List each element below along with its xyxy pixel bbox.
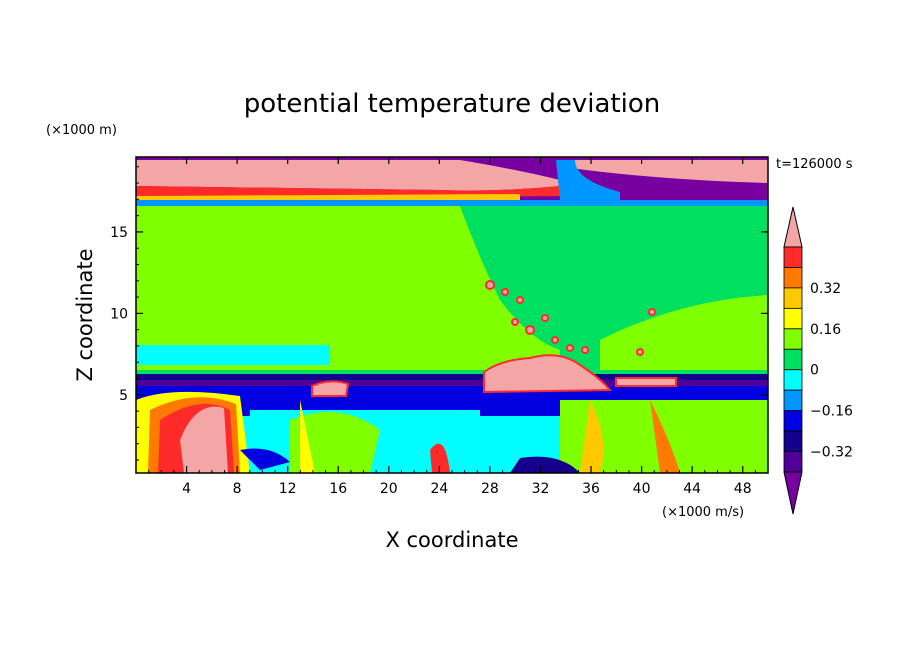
colorbar-segment <box>783 328 803 350</box>
y-tick-label: 5 <box>119 388 128 404</box>
field-lower-yellow-streak <box>300 400 315 473</box>
colorbar-label: 0.32 <box>810 281 841 297</box>
x-unit-label: (×1000 m/s) <box>662 505 744 520</box>
x-tick-label: 20 <box>380 481 398 497</box>
plot-area <box>136 157 768 473</box>
field-lower-red-streak <box>430 443 450 473</box>
field-lower-green-patch <box>290 412 380 473</box>
x-tick-label: 28 <box>481 481 499 497</box>
field-lower-right-yellow <box>580 400 604 473</box>
field-bottom-dark-purple <box>510 456 580 473</box>
colorbar-segment <box>783 348 803 371</box>
y-unit-label: (×1000 m) <box>46 123 117 138</box>
colorbar-segment <box>783 369 803 391</box>
colorbar-segment <box>783 451 803 473</box>
field-small-plume <box>311 380 350 397</box>
x-tick-label: 44 <box>683 481 701 497</box>
colorbar-segment <box>783 287 803 309</box>
colorbar-top-triangle <box>783 206 803 248</box>
field-mid-cyan <box>136 345 330 365</box>
x-tick-label: 4 <box>182 481 191 497</box>
colorbar: 0.32 0.16 0 −0.16 −0.32 <box>783 206 853 515</box>
y-tick-label: 10 <box>110 306 128 322</box>
y-tick-label: 15 <box>110 225 128 241</box>
field-upper-pink <box>136 160 560 191</box>
colorbar-segment <box>783 267 803 289</box>
colorbar-label: 0 <box>810 363 819 379</box>
time-label: t=126000 s <box>776 157 853 172</box>
x-tick-label: 16 <box>329 481 347 497</box>
colorbar-segment <box>783 246 803 268</box>
field-convective-plume <box>483 354 613 394</box>
colorbar-segment <box>783 389 803 412</box>
colorbar-segment <box>783 410 803 432</box>
y-axis-label: Z coordinate <box>73 248 97 381</box>
colorbar-bottom-triangle <box>783 471 803 515</box>
colorbar-segment <box>783 430 803 452</box>
field-inversion-purple <box>136 380 768 388</box>
x-tick-label: 40 <box>633 481 651 497</box>
x-tick-label: 24 <box>430 481 448 497</box>
x-axis: 4 8 12 16 20 24 28 32 36 40 44 48 <box>148 157 756 497</box>
colorbar-label: 0.16 <box>810 322 841 338</box>
field-lower-right-orange <box>650 400 680 473</box>
y-axis: 5 10 15 <box>110 166 768 461</box>
field-tropopause-blue <box>136 200 768 207</box>
field-light-green-region <box>136 206 560 370</box>
x-tick-label: 8 <box>233 481 242 497</box>
x-tick-label: 48 <box>734 481 752 497</box>
x-tick-label: 12 <box>279 481 297 497</box>
x-tick-label: 32 <box>532 481 550 497</box>
field-upper-right-blue <box>556 160 620 200</box>
field-right-inversion-band <box>615 377 677 387</box>
field-upper-right-pink <box>570 160 768 183</box>
field-scattered-cells <box>485 280 656 356</box>
field-bottom-dark-blue <box>240 448 290 470</box>
colorbar-label: −0.32 <box>810 445 853 461</box>
x-axis-label: X coordinate <box>385 528 518 552</box>
x-tick-label: 36 <box>582 481 600 497</box>
field-left-pink-plume <box>180 406 228 473</box>
colorbar-segment <box>783 307 803 330</box>
chart-title: potential temperature deviation <box>244 89 660 119</box>
colorbar-label: −0.16 <box>810 404 853 420</box>
